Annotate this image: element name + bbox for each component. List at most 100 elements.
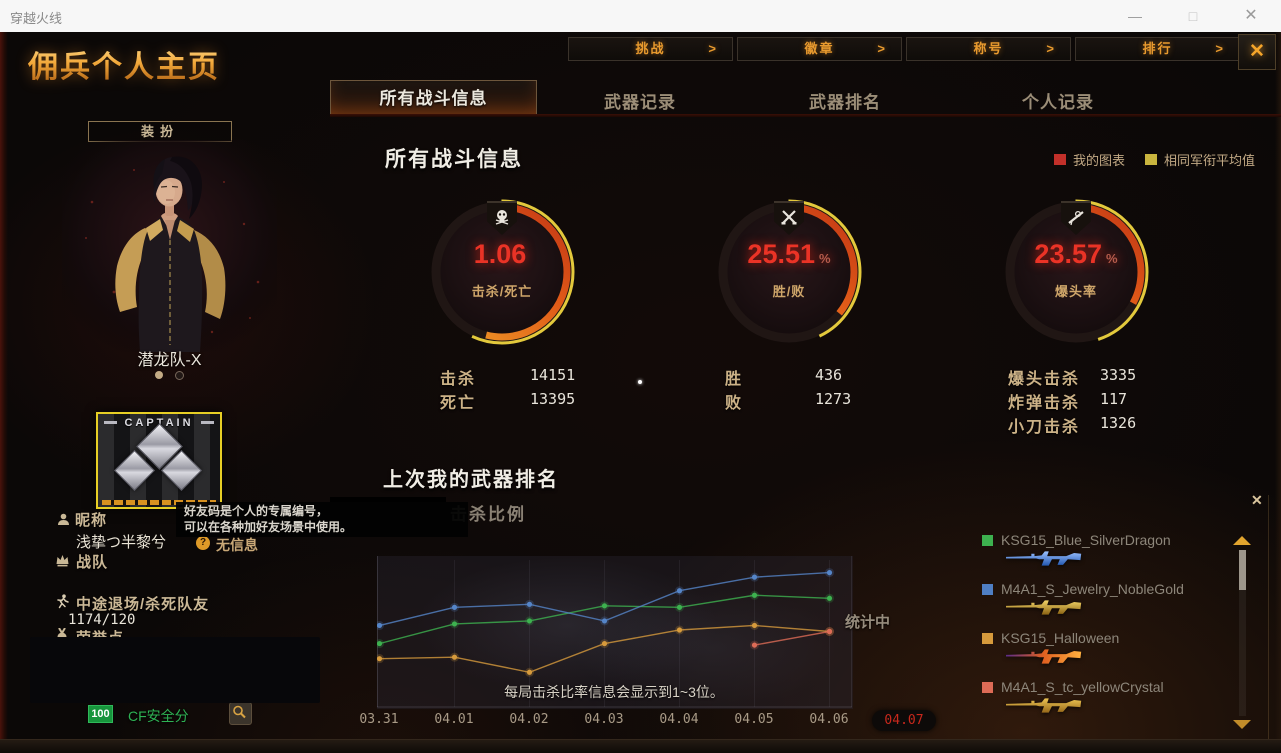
gauge-kill-death: 1.06 击杀/死亡 [417,187,587,357]
series-color-swatch [982,632,993,644]
scrollbar-thumb[interactable] [1239,550,1246,590]
kill-ratio-chart-panel [377,556,853,709]
pager-dot[interactable] [175,371,184,380]
weapon-name: M4A1_S_Jewelry_NobleGold [1001,581,1184,597]
window-close-button[interactable]: ✕ [1244,7,1258,24]
deaths-label: 死亡 [440,395,477,412]
gauge-headshot: 23.57% 爆头率 [991,187,1161,357]
security-lookup-button[interactable] [229,702,252,725]
series-color-swatch [982,534,993,546]
bomb-kills-label: 炸弹击杀 [1008,395,1081,412]
gauge-wl-unit: % [819,251,831,266]
wins-label: 胜 [725,371,744,388]
page-title: 佣兵个人主页 [28,42,220,86]
scroll-up-arrow[interactable] [1233,536,1251,545]
chevron-right-icon: > [1215,41,1225,56]
character-portrait [62,140,277,352]
chart-x-label-selected[interactable]: 04.07 [872,710,936,731]
chart-x-label[interactable]: 04.05 [734,712,774,727]
weapon-list-item[interactable]: M4A1_S_tc_yellowCrystal [982,679,1212,718]
minimize-button[interactable]: — [1128,8,1142,24]
frame-left-edge [0,32,8,753]
chart-legend: 我的图表 相同军衔平均值 [1053,150,1255,169]
weapon-legend-list: KSG15_Blue_SilverDragon M4A1_S_Jewelry_No… [982,532,1212,728]
chart-note: 每局击杀比率信息会显示到1~3位。 [504,684,724,700]
nav-button-title[interactable]: 称号 > [906,37,1071,61]
rank-badge-title: CAPTAIN [98,417,220,429]
weapon-name: M4A1_S_tc_yellowCrystal [1001,679,1164,695]
nickname-label: 昵称 [75,512,108,529]
weapon-list-item[interactable]: M4A1_S_Jewelry_NobleGold [982,581,1212,620]
knife-kills-label: 小刀击杀 [1008,419,1081,436]
gauge-win-lose: 25.51% 胜/败 [704,187,874,357]
nav-button-badge[interactable]: 徽章 > [737,37,902,61]
bomb-kills-value: 117 [1100,390,1128,408]
chevron-right-icon: > [708,41,718,56]
badge-ornament [201,421,214,424]
frame-bottom-edge [0,739,1281,753]
chart-x-label[interactable]: 04.02 [509,712,549,727]
pager-dot-active[interactable] [155,371,163,379]
tab-weapon-ranking[interactable]: 武器排名 [809,93,881,112]
series-color-swatch [982,681,993,693]
question-icon[interactable]: ? [196,536,210,550]
legend-swatch [1053,154,1066,165]
wins-value: 436 [815,366,843,384]
nickname-value: 浅挚つ半黎兮 [76,534,167,551]
chart-x-label[interactable]: 04.01 [434,712,474,727]
section-title: 所有战斗信息 [385,148,523,171]
chevron-right-icon: > [1046,41,1056,56]
kills-value: 14151 [530,366,576,384]
security-score-label: CF安全分 [128,708,189,724]
series-color-swatch [982,583,993,595]
chart-x-label[interactable]: 04.04 [659,712,699,727]
gauge-wl-value: 25.51 [747,239,815,269]
rank-badge-captain[interactable]: CAPTAIN [96,412,222,509]
tab-all-combat-info[interactable]: 所有战斗信息 [330,80,537,117]
gauge-kd-label: 击杀/死亡 [471,284,533,299]
dress-up-button[interactable]: 装扮 [88,121,232,142]
kill-ratio-line-chart [377,556,852,708]
window-title: 穿越火线 [10,11,63,26]
legend-swatch [1144,154,1157,165]
tab-weapon-records[interactable]: 武器记录 [604,93,676,112]
chart-x-label[interactable]: 04.06 [809,712,849,727]
person-icon [58,513,69,525]
magnifier-icon [233,705,246,719]
quit-kill-teammates-value: 1174/120 [68,612,136,628]
weapon-thumbnail [1006,649,1082,664]
chart-x-label[interactable]: 03.31 [359,712,399,727]
chart-x-label[interactable]: 04.03 [584,712,624,727]
scroll-down-arrow[interactable] [1233,720,1251,729]
maximize-button[interactable]: □ [1188,8,1198,24]
scrollbar-track[interactable] [1239,550,1246,716]
main-close-button[interactable]: ✕ [1238,34,1276,70]
weapon-list-item[interactable]: KSG15_Blue_SilverDragon [982,532,1212,571]
weapon-thumbnail [1006,698,1082,713]
gauge-hs-value: 23.57 [1034,239,1102,269]
os-titlebar: 穿越火线 — □ ✕ [0,0,1281,33]
losses-value: 1273 [815,390,852,408]
weapon-list-item[interactable]: KSG15_Halloween [982,630,1212,669]
subtab-kill-ratio[interactable]: 击杀比例 [450,505,526,524]
legend-item: 我的图表 [1053,150,1125,169]
weapon-ranking-title: 上次我的武器排名 [383,469,559,491]
gauge-kd-value: 1.06 [473,239,527,269]
clan-label: 战队 [76,554,109,571]
mouse-cursor [638,380,642,384]
tab-personal-records[interactable]: 个人记录 [1022,93,1094,112]
headshot-kills-label: 爆头击杀 [1008,371,1081,388]
tooltip-line2: 可以在各种加好友场景中使用。 [184,520,353,534]
weapon-thumbnail [1006,551,1082,566]
portrait-pager [62,371,277,380]
tooltip-line1: 好友码是个人的专属编号， [184,504,329,518]
character-name: 潜龙队-X [137,352,202,369]
nav-button-challenge[interactable]: 挑战 > [568,37,733,61]
nav-button-ranking[interactable]: 排行 > [1075,37,1240,61]
weapon-thumbnail [1006,600,1082,615]
runner-icon [57,594,69,609]
clan-crown-icon [56,555,69,567]
weapon-panel-close-icon[interactable]: ✕ [1251,492,1263,508]
weapon-name: KSG15_Halloween [1001,630,1120,646]
